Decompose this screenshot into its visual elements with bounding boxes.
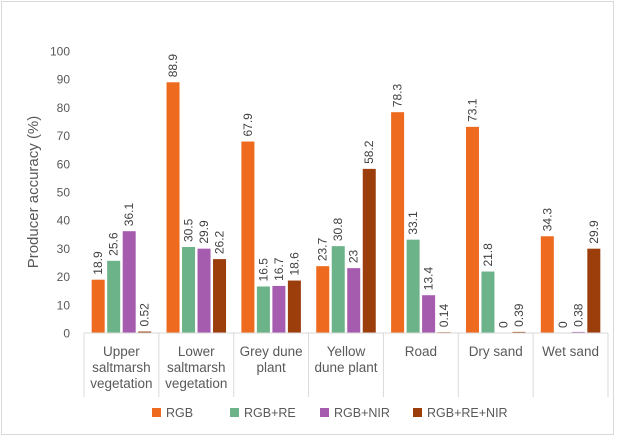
bar [331,246,345,333]
x-tick-label: saltmarsh [167,360,226,375]
bar [465,126,479,333]
data-label: 34.3 [540,208,554,232]
bar [197,248,211,333]
data-label: 0 [556,321,570,328]
y-tick-label: 70 [57,129,71,143]
data-label: 29.9 [197,220,211,244]
bar [272,285,286,333]
bar [91,279,105,333]
y-axis-title-group: Producer accuracy (%) [25,116,42,269]
data-label: 58.2 [362,140,376,164]
y-tick-label: 30 [57,242,71,256]
y-tick-label: 100 [50,45,70,59]
y-tick-label: 10 [57,298,71,312]
bar [422,295,436,333]
data-label: 23 [347,249,361,263]
bar [391,112,405,333]
x-tick-label: Upper [103,344,140,359]
legend-swatch [230,408,239,417]
x-tick-label: saltmarsh [92,360,151,375]
data-label: 88.9 [166,54,180,78]
legend-label: RGB [166,406,193,420]
legend-swatch [320,408,329,417]
data-label: 0.14 [437,304,451,328]
data-label: 0.52 [138,303,152,327]
data-label: 33.1 [406,211,420,235]
data-label: 0.39 [512,303,526,327]
data-label: 36.1 [122,203,136,227]
data-label: 67.9 [241,113,255,137]
legend-label: RGB+NIR [334,406,390,420]
bar [138,331,152,333]
bar [587,248,601,333]
y-tick-label: 80 [57,101,71,115]
data-label: 18.9 [91,251,105,275]
data-label: 29.9 [587,220,601,244]
data-label: 21.8 [481,243,495,267]
bar [107,260,121,333]
data-label: 0.38 [571,303,585,327]
x-tick-label: Grey dune [240,344,303,359]
data-label: 18.6 [287,252,301,276]
bar [287,280,301,333]
x-tick-label: plant [257,360,287,375]
legend: RGB RGB+RE RGB+NIR RGB+RE+NIR [152,406,508,420]
x-tick-label: vegetation [165,376,227,391]
bar [540,236,554,333]
data-label: 16.5 [256,258,270,282]
data-label: 30.8 [331,217,345,241]
y-tick-label: 60 [57,157,71,171]
bars [91,82,601,333]
data-label: 78.3 [391,84,405,108]
legend-label: RGB+RE [244,406,296,420]
x-axis-category-labels: UppersaltmarshvegetationLowersaltmarshve… [90,344,599,391]
data-label: 73.1 [465,98,479,122]
bar [571,331,585,333]
legend-label: RGB+RE+NIR [427,406,508,420]
bar-chart: Producer accuracy (%) 0 10 20 30 40 50 60 70 80 9… [25,45,609,420]
y-tick-label: 20 [57,270,71,284]
bar [316,266,330,333]
bar [182,246,196,333]
bar [347,268,361,333]
data-label: 0 [496,321,510,328]
y-tick-label: 40 [57,214,71,228]
x-tick-label: Dry sand [469,344,523,359]
y-tick-label: 0 [63,327,70,341]
data-label: 13.4 [422,267,436,291]
y-axis-title: Producer accuracy (%) [25,116,42,269]
y-tick-label: 90 [57,73,71,87]
bar [512,331,526,333]
bar [241,141,255,333]
bar [122,231,136,333]
chart-frame: Producer accuracy (%) 0 10 20 30 40 50 60 70 80 9… [1,1,614,435]
bar [213,259,227,333]
x-tick-label: Road [405,344,437,359]
y-tick-label: 50 [57,186,71,200]
data-label: 30.5 [182,218,196,242]
data-label: 26.2 [213,230,227,254]
bar [406,239,420,333]
bar [362,168,376,333]
y-axis-ticks: 0 10 20 30 40 50 60 70 80 90 100 [50,45,70,341]
x-tick-label: dune plant [314,360,377,375]
data-label: 23.7 [316,237,330,261]
x-tick-label: Wet sand [542,344,599,359]
data-label: 16.7 [272,257,286,281]
bar [256,286,270,333]
x-tick-label: vegetation [90,376,152,391]
legend-swatch [152,408,161,417]
bar [166,82,180,333]
x-tick-label: Yellow [327,344,366,359]
data-label: 25.6 [107,232,121,256]
x-tick-label: Lower [178,344,215,359]
legend-swatch [413,408,422,417]
category-separators [83,333,609,397]
bar [481,271,495,333]
